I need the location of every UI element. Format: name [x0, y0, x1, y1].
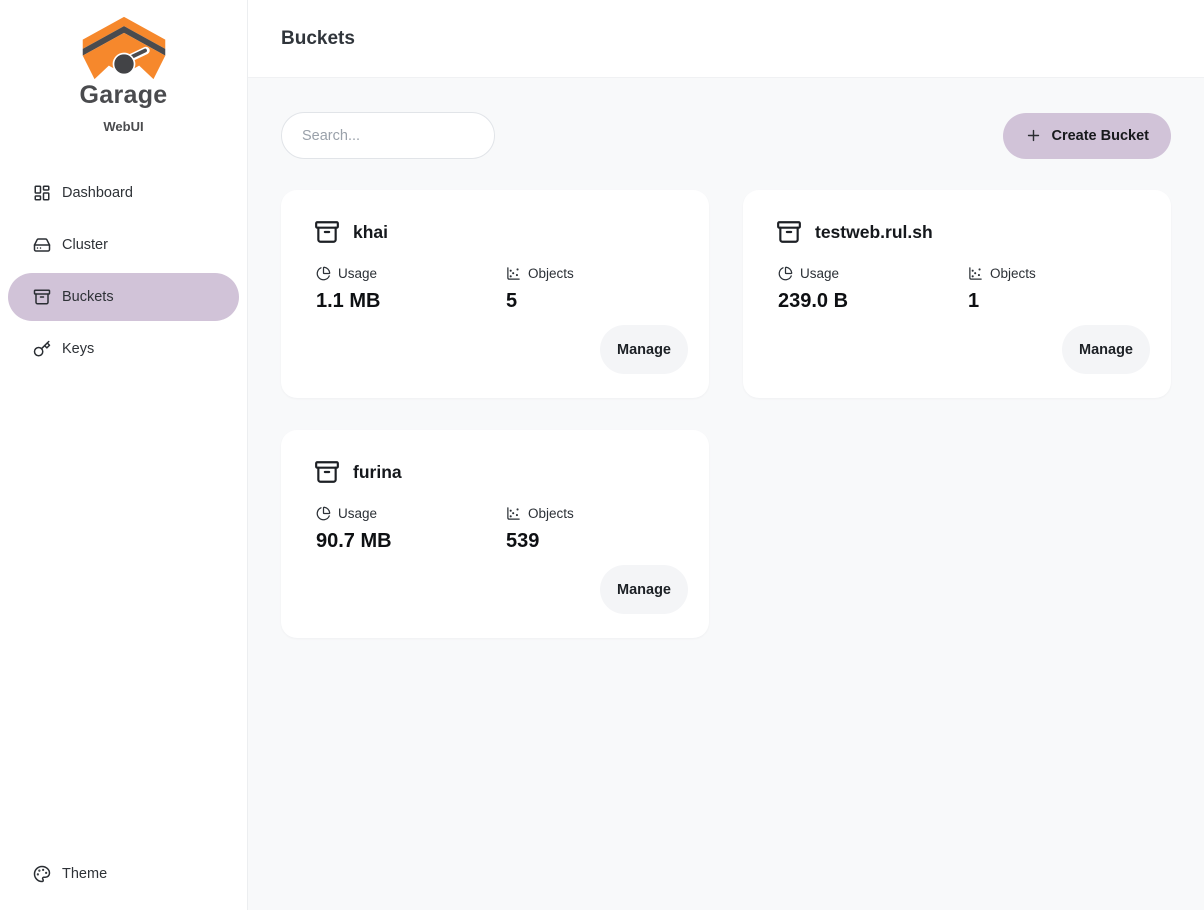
- bucket-card: khai Usage 1.1 MB: [281, 190, 709, 398]
- usage-stat: Usage 239.0 B: [778, 266, 968, 313]
- app-name: Garage: [79, 81, 168, 109]
- objects-value: 539: [506, 530, 540, 552]
- usage-label: Usage: [338, 266, 378, 281]
- manage-button[interactable]: Manage: [600, 325, 688, 374]
- usage-value: 1.1 MB: [316, 290, 381, 312]
- create-bucket-button[interactable]: Create Bucket: [1003, 112, 1171, 159]
- scatter-chart-icon: [507, 507, 520, 520]
- archive-icon: [315, 461, 339, 483]
- bucket-name: testweb.rul.sh: [815, 221, 933, 242]
- scatter-chart-icon: [507, 267, 520, 280]
- sidebar-item-buckets[interactable]: Buckets: [8, 273, 239, 321]
- bucket-card: testweb.rul.sh Usage 239.0 B: [743, 190, 1171, 398]
- sidebar-item-label: Keys: [62, 341, 95, 357]
- layout-dashboard-icon: [34, 185, 50, 201]
- usage-label: Usage: [800, 266, 840, 281]
- search-input[interactable]: [281, 112, 495, 159]
- bucket-stats: Usage 1.1 MB Objects: [314, 266, 679, 313]
- app-subtitle: WebUI: [103, 119, 144, 134]
- bucket-card-header: khai: [314, 219, 679, 245]
- objects-value: 5: [506, 290, 518, 312]
- usage-value: 239.0 B: [778, 290, 849, 312]
- usage-stat: Usage 1.1 MB: [316, 266, 506, 313]
- content: Create Bucket khai: [248, 78, 1204, 672]
- toolbar: Create Bucket: [281, 112, 1171, 159]
- create-bucket-label: Create Bucket: [1051, 127, 1149, 144]
- pie-chart-icon: [778, 266, 793, 281]
- objects-label: Objects: [990, 266, 1036, 281]
- usage-value: 90.7 MB: [316, 530, 392, 552]
- archive-icon: [33, 289, 51, 305]
- usage-stat: Usage 90.7 MB: [316, 506, 506, 553]
- key-icon: [33, 340, 51, 357]
- pie-chart-icon: [316, 506, 331, 521]
- bucket-grid: khai Usage 1.1 MB: [281, 190, 1171, 638]
- objects-label: Objects: [528, 266, 574, 281]
- sidebar-item-label: Buckets: [62, 289, 114, 305]
- usage-label: Usage: [338, 506, 378, 521]
- bucket-name: khai: [353, 221, 389, 242]
- page-header: Buckets: [248, 0, 1204, 78]
- bucket-card-header: testweb.rul.sh: [776, 219, 1141, 245]
- scatter-chart-icon: [969, 267, 982, 280]
- objects-stat: Objects 5: [506, 266, 679, 313]
- manage-button[interactable]: Manage: [600, 565, 688, 614]
- theme-label: Theme: [62, 866, 108, 882]
- sidebar-footer: Theme: [0, 850, 247, 910]
- sidebar-item-dashboard[interactable]: Dashboard: [8, 169, 239, 217]
- hard-drive-icon: [33, 238, 51, 252]
- sidebar-item-keys[interactable]: Keys: [8, 325, 239, 373]
- sidebar: Garage WebUI Dashboard Cluster Buckets: [0, 0, 248, 910]
- sidebar-item-label: Cluster: [62, 237, 108, 253]
- bucket-card: furina Usage 90.7 MB: [281, 430, 709, 638]
- objects-stat: Objects 539: [506, 506, 679, 553]
- garage-logo-icon: [82, 16, 165, 80]
- sidebar-item-label: Dashboard: [62, 185, 133, 201]
- objects-stat: Objects 1: [968, 266, 1141, 313]
- pie-chart-icon: [316, 266, 331, 281]
- bucket-card-header: furina: [314, 459, 679, 485]
- bucket-stats: Usage 90.7 MB Objects: [314, 506, 679, 553]
- plus-icon: [1028, 129, 1040, 142]
- main-area: Buckets Create Bucket khai: [248, 0, 1204, 910]
- theme-toggle[interactable]: Theme: [8, 850, 239, 898]
- page-title: Buckets: [281, 27, 355, 49]
- archive-icon: [315, 221, 339, 243]
- logo-area: Garage WebUI: [0, 0, 247, 134]
- sidebar-item-cluster[interactable]: Cluster: [8, 221, 239, 269]
- archive-icon: [777, 221, 801, 243]
- objects-label: Objects: [528, 506, 574, 521]
- sidebar-nav: Dashboard Cluster Buckets Keys: [0, 169, 247, 377]
- bucket-stats: Usage 239.0 B Objects: [776, 266, 1141, 313]
- palette-icon: [33, 865, 51, 883]
- bucket-name: furina: [353, 461, 402, 482]
- manage-button[interactable]: Manage: [1062, 325, 1150, 374]
- objects-value: 1: [968, 290, 980, 312]
